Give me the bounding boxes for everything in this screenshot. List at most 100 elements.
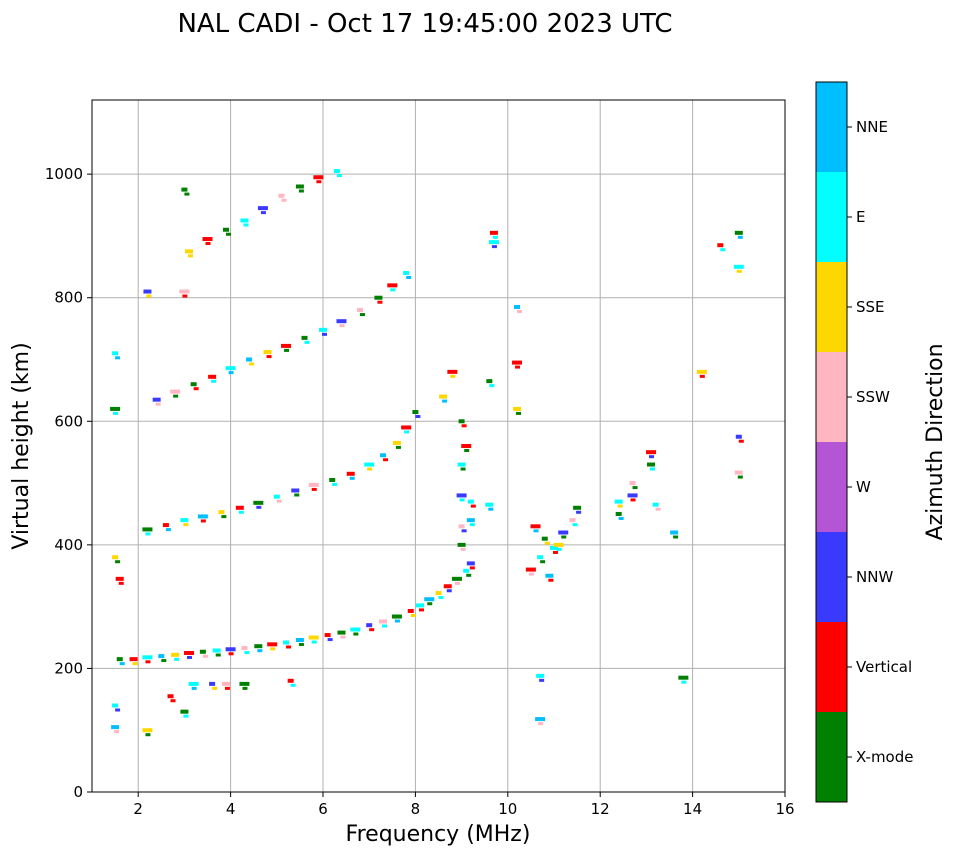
- data-point: [142, 527, 153, 532]
- data-point: [112, 555, 119, 560]
- data-point: [182, 294, 188, 298]
- data-point: [629, 481, 636, 486]
- data-point: [391, 614, 402, 619]
- data-point: [295, 184, 304, 189]
- data-point: [528, 572, 534, 576]
- data-point: [457, 542, 466, 547]
- y-tick-label: 400: [54, 536, 83, 554]
- data-point: [535, 717, 546, 722]
- data-point: [466, 518, 475, 523]
- data-point: [322, 332, 327, 336]
- data-point: [244, 651, 250, 655]
- data-point: [239, 681, 250, 686]
- data-point: [221, 515, 227, 519]
- data-point: [530, 524, 541, 529]
- data-point: [171, 652, 180, 657]
- data-point: [228, 371, 234, 375]
- colorbar-label: Vertical: [856, 658, 912, 676]
- data-point: [294, 493, 300, 497]
- data-point: [576, 510, 582, 514]
- data-point: [516, 411, 522, 415]
- data-point: [489, 384, 495, 388]
- data-point: [735, 434, 742, 439]
- data-point: [281, 343, 292, 348]
- x-tick-label: 14: [683, 800, 702, 818]
- data-point: [374, 295, 383, 300]
- data-point: [461, 529, 467, 533]
- data-point: [460, 467, 466, 471]
- colorbar-segment: [816, 262, 847, 352]
- data-point: [394, 619, 400, 623]
- data-point: [181, 187, 188, 192]
- data-point: [517, 309, 523, 313]
- data-point: [286, 645, 292, 649]
- data-point: [112, 351, 119, 356]
- data-point: [558, 530, 569, 535]
- data-point: [737, 475, 743, 479]
- chart-title: NAL CADI - Oct 17 19:45:00 2023 UTC: [177, 9, 672, 39]
- data-point: [699, 374, 705, 378]
- data-point: [295, 638, 304, 643]
- x-tick-label: 10: [498, 800, 517, 818]
- data-point: [461, 424, 467, 428]
- data-point: [353, 632, 359, 636]
- data-point: [488, 507, 494, 511]
- x-tick-label: 4: [226, 800, 236, 818]
- data-point: [170, 389, 181, 394]
- data-point: [364, 462, 375, 467]
- data-point: [304, 340, 310, 344]
- data-point: [161, 659, 167, 663]
- data-point: [311, 640, 317, 644]
- data-point: [366, 623, 373, 628]
- colorbar-title: Azimuth Direction: [923, 343, 948, 540]
- data-point: [313, 175, 324, 180]
- data-point: [442, 399, 448, 403]
- data-point: [533, 529, 539, 533]
- data-point: [489, 230, 498, 235]
- data-point: [350, 627, 361, 632]
- data-point: [336, 174, 342, 178]
- data-point: [380, 453, 387, 458]
- data-point: [513, 406, 522, 411]
- data-point: [324, 633, 331, 638]
- x-axis-ticks: 2 4 6 8 10 12 14 16: [133, 792, 795, 818]
- colorbar-frame: [815, 81, 848, 803]
- data-point: [284, 348, 290, 352]
- data-point: [457, 462, 466, 467]
- data-point: [319, 327, 327, 332]
- data-point: [333, 169, 340, 174]
- data-point: [469, 566, 475, 570]
- data-point: [329, 477, 336, 482]
- data-point: [243, 223, 249, 227]
- data-point: [435, 591, 442, 596]
- data-point: [145, 532, 151, 536]
- data-point: [327, 638, 333, 642]
- data-point: [246, 357, 253, 362]
- data-point: [115, 576, 124, 581]
- data-point: [450, 374, 456, 378]
- data-point: [129, 657, 138, 662]
- data-point: [404, 430, 410, 434]
- data-point: [545, 573, 554, 578]
- data-point: [316, 180, 322, 184]
- data-point: [681, 680, 687, 684]
- data-point: [427, 602, 433, 606]
- data-point: [614, 499, 623, 504]
- data-point: [290, 683, 296, 687]
- data-point: [556, 547, 562, 551]
- data-point: [488, 240, 499, 245]
- data-point: [112, 703, 119, 708]
- data-point: [460, 547, 466, 551]
- x-tick-label: 12: [591, 800, 610, 818]
- colorbar-segment: [816, 352, 847, 442]
- data-point: [346, 471, 355, 476]
- data-point: [170, 699, 176, 703]
- data-point: [553, 550, 558, 554]
- data-point: [367, 467, 373, 471]
- data-point: [225, 366, 236, 371]
- x-tick-label: 8: [411, 800, 421, 818]
- plot-frame: [91, 99, 786, 793]
- colorbar-segment: [816, 532, 847, 622]
- data-point: [647, 462, 656, 467]
- data-point: [733, 264, 744, 269]
